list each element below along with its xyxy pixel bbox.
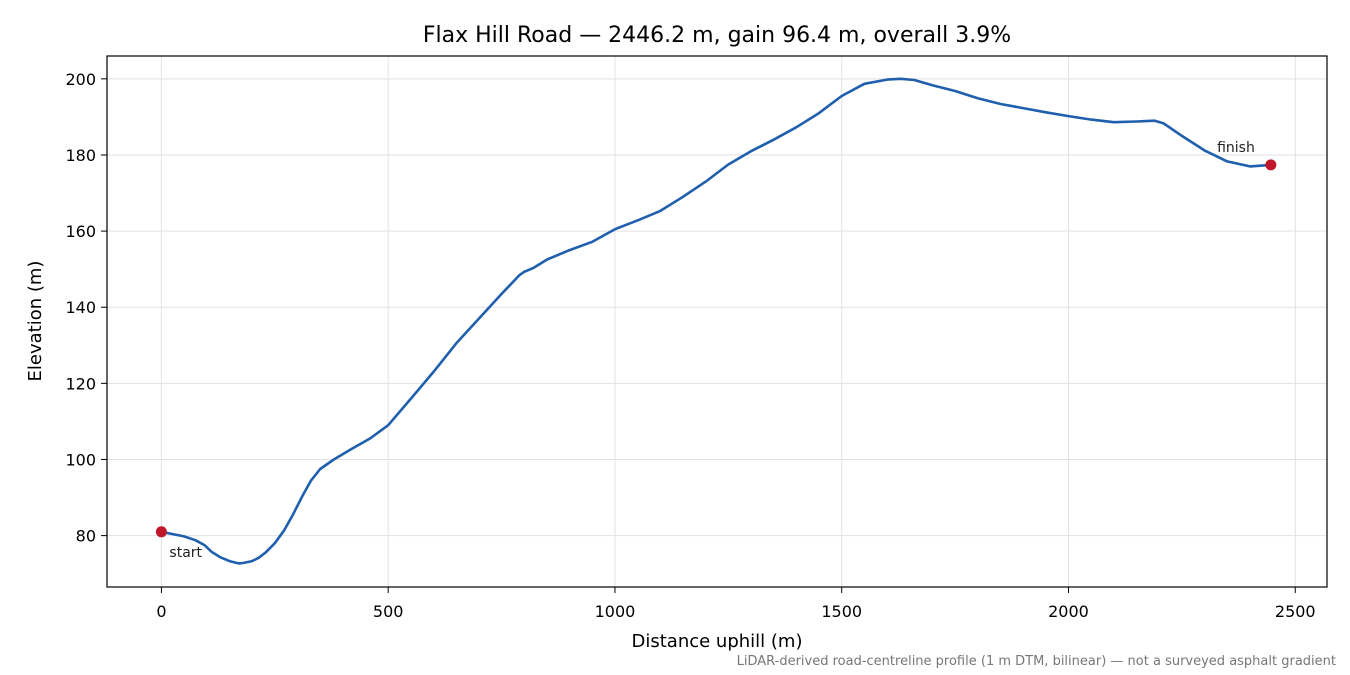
y-tick-label: 80 bbox=[76, 527, 96, 546]
x-tick-label: 2000 bbox=[1048, 602, 1089, 621]
x-tick-label: 0 bbox=[156, 602, 166, 621]
endpoint-label: finish bbox=[1217, 140, 1255, 156]
y-tick-label: 100 bbox=[65, 450, 96, 469]
endpoint-marker bbox=[155, 526, 167, 538]
x-tick-label: 1500 bbox=[821, 602, 862, 621]
footnote: LiDAR-derived road-centreline profile (1… bbox=[737, 654, 1336, 669]
y-tick-label: 120 bbox=[65, 374, 96, 393]
chart-title: Flax Hill Road — 2446.2 m, gain 96.4 m, … bbox=[423, 23, 1011, 48]
grid bbox=[107, 56, 1327, 587]
x-tick-label: 2500 bbox=[1275, 602, 1316, 621]
endpoint-marker bbox=[1265, 159, 1277, 171]
endpoint-label: start bbox=[169, 545, 202, 561]
elevation-line bbox=[160, 77, 1273, 565]
y-tick-label: 180 bbox=[65, 146, 96, 165]
y-tick-label: 140 bbox=[65, 298, 96, 317]
x-axis-label: Distance uphill (m) bbox=[632, 631, 803, 652]
axis-ticks: 0 500 1000 1500 2000 2500 80 100 120 140 160 180 200 bbox=[65, 70, 1315, 621]
x-tick-label: 1000 bbox=[595, 602, 636, 621]
y-tick-label: 200 bbox=[65, 70, 96, 89]
y-tick-label: 160 bbox=[65, 222, 96, 241]
plot-frame bbox=[106, 55, 1328, 588]
y-axis-label: Elevation (m) bbox=[25, 261, 46, 382]
x-tick-label: 500 bbox=[373, 602, 404, 621]
series-layer: start finish bbox=[155, 77, 1277, 565]
